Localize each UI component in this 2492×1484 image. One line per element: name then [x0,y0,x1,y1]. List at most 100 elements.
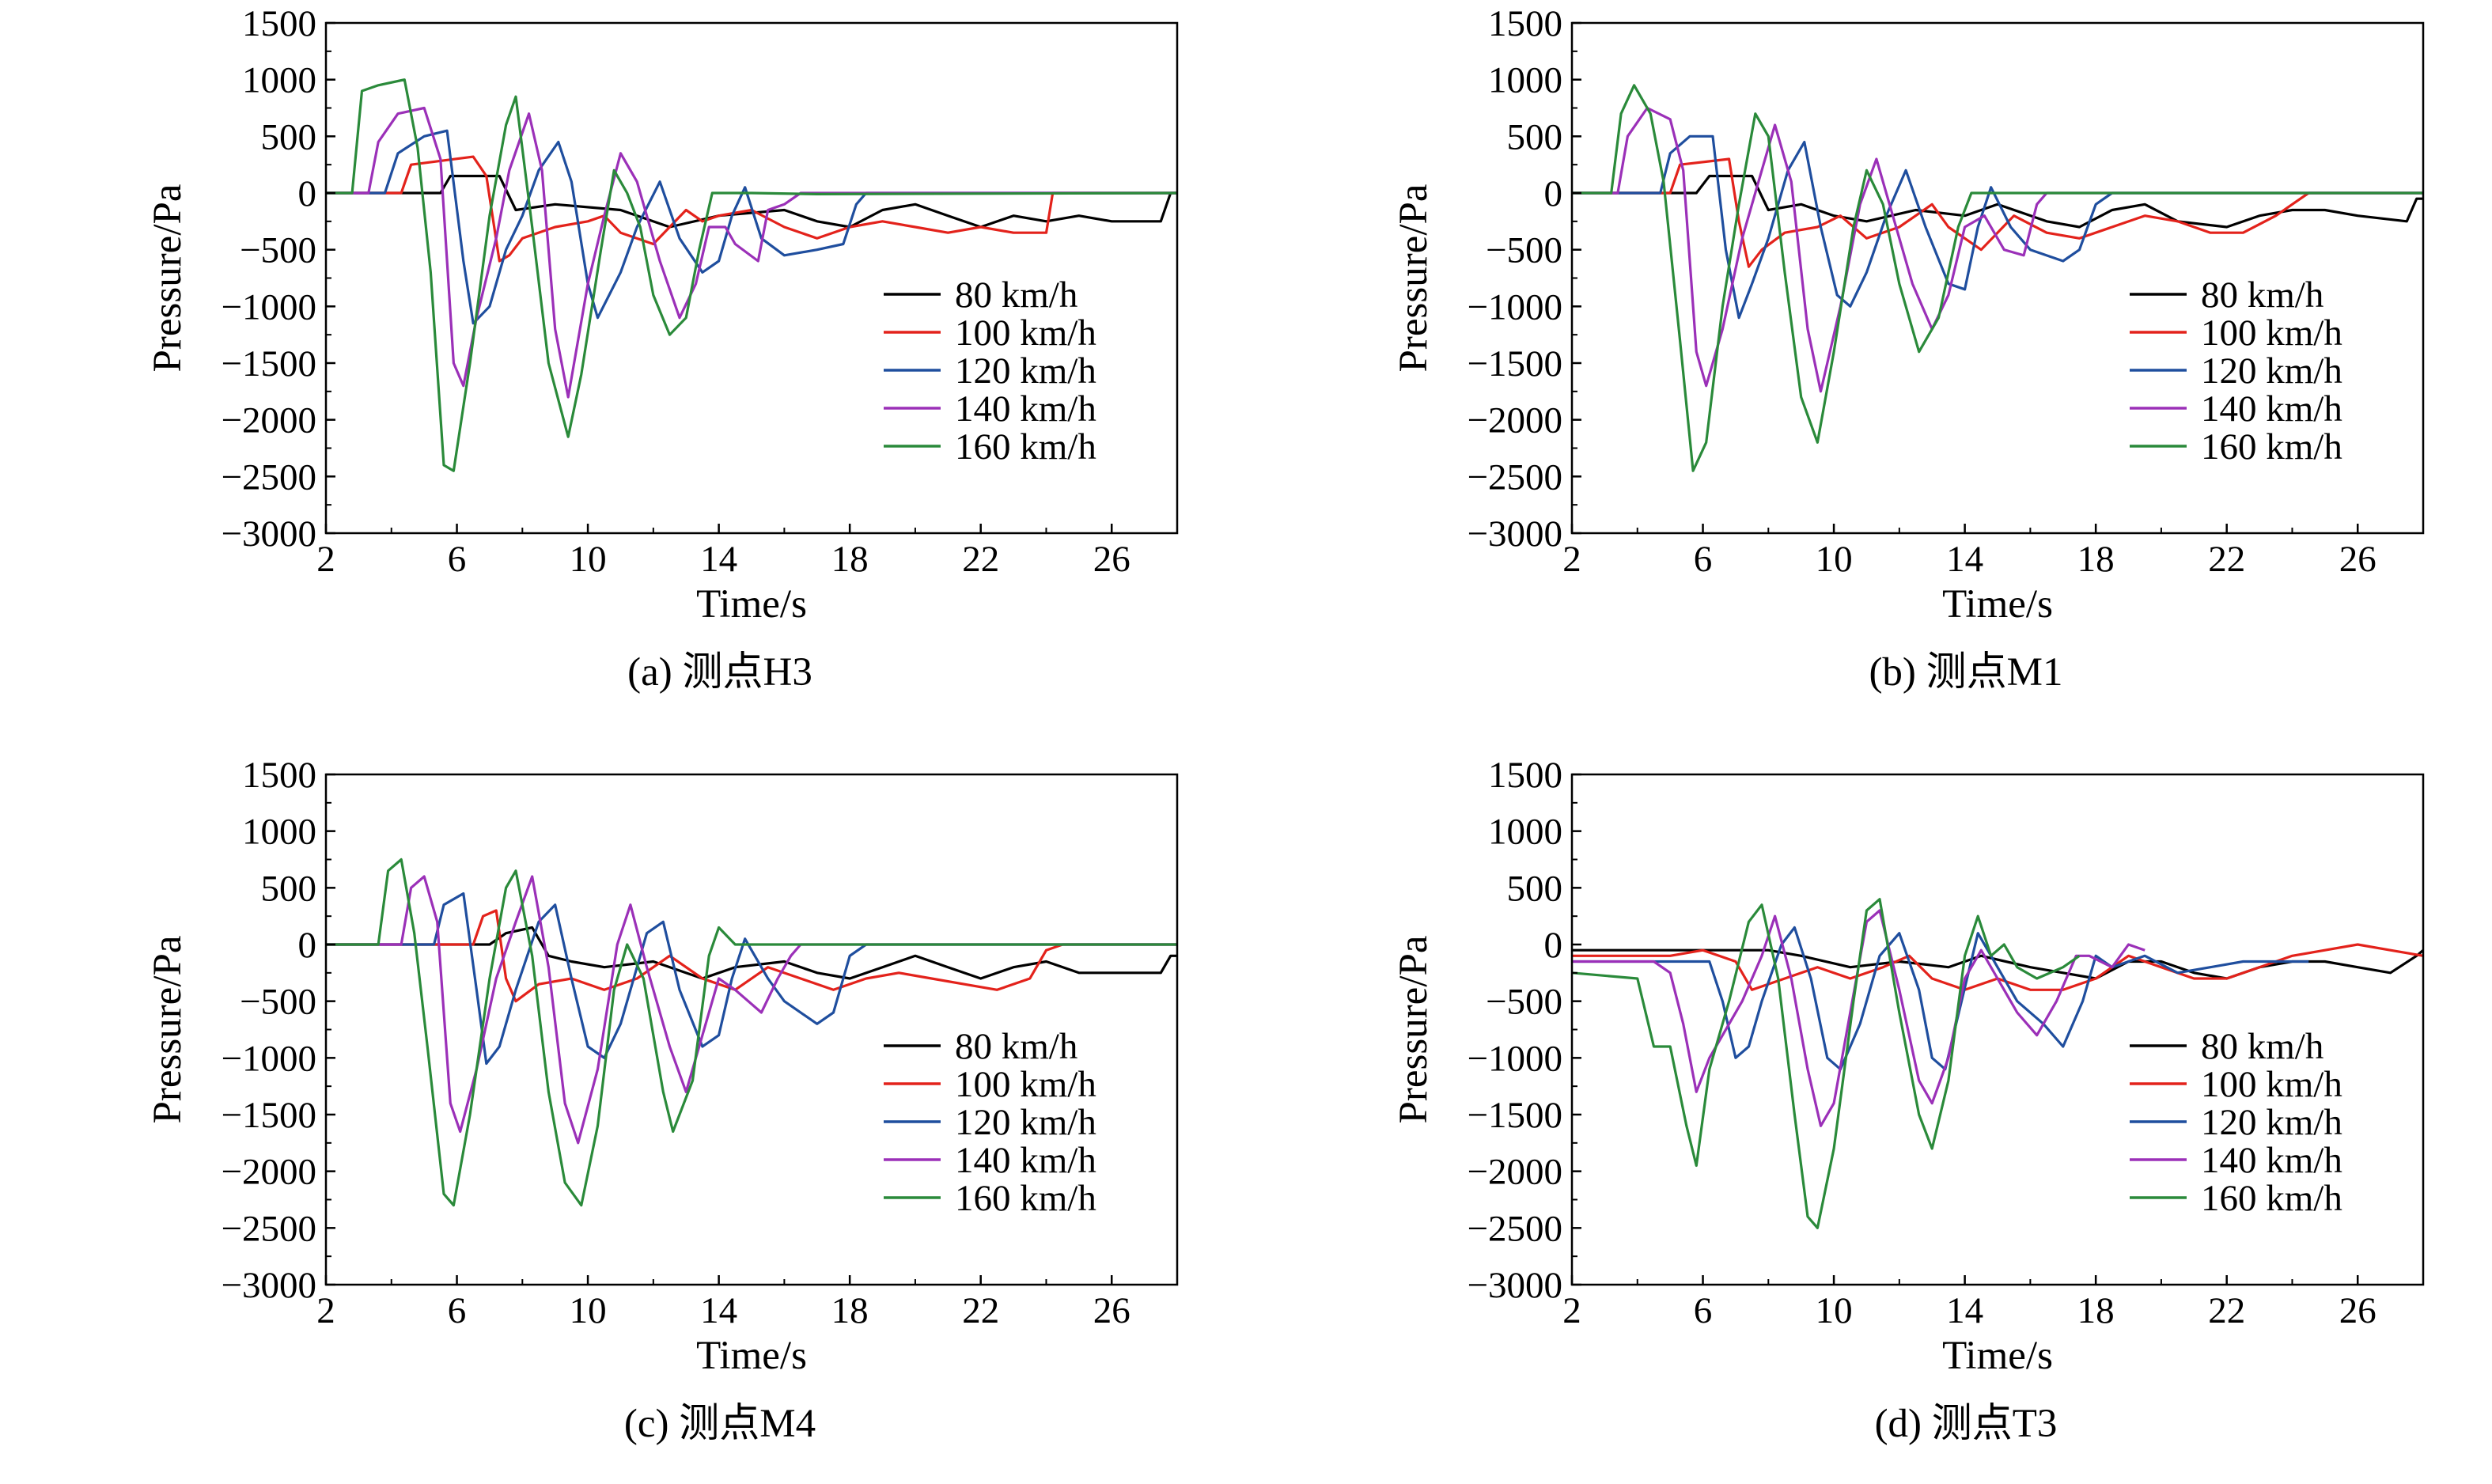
series-line-a-2 [326,129,1177,325]
x-tick-label-d: 26 [2339,1290,2376,1331]
y-tick-label-a: −500 [240,230,316,271]
x-tick-label-b: 10 [1816,539,1853,580]
y-tick-label-a: 1500 [242,3,316,44]
y-tick-label-b: 1000 [1488,60,1562,101]
y-tick-label-a: −1000 [221,286,316,327]
legend-label-a-2: 120 km/h [955,350,1096,392]
y-tick-label-d: 0 [1544,925,1563,966]
x-tick-label-d: 18 [2077,1290,2115,1331]
x-tick-label-a: 6 [448,539,467,580]
y-tick-label-a: −3000 [221,513,316,555]
y-tick-label-a: 0 [298,173,317,214]
y-tick-label-d: −2000 [1467,1152,1562,1193]
legend-label-a-3: 140 km/h [955,388,1096,430]
y-tick-label-b: −2000 [1467,400,1562,441]
x-tick-label-a: 22 [962,539,999,580]
y-tick-label-c: −1500 [221,1095,316,1136]
chart-panel-c: 1500 1000 500 0 −500 −1000 −1500 −2000 −2500 −300… [0,751,1246,1484]
y-tick-label-b: 0 [1544,173,1563,214]
y-tick-label-a: 500 [261,116,317,157]
x-tick-label-c: 6 [448,1290,467,1331]
series-line-a-4 [326,78,1177,472]
y-axis-label-a: Pressure/Pa [146,184,190,373]
chart-panel-b: 1500 1000 500 0 −500 −1000 −1500 −2000 −2500 −300… [1246,0,2492,733]
x-tick-label-b: 6 [1694,539,1713,580]
y-tick-label-d: 500 [1507,868,1563,909]
legend-label-a-0: 80 km/h [955,274,1077,316]
subplot-caption-b: (b) 测点M1 [1869,650,2062,695]
series-line-d-1 [1572,943,2423,991]
y-tick-label-c: −2000 [221,1152,316,1193]
y-axis-label-d: Pressure/Pa [1392,936,1436,1124]
chart-svg-d: 1500 1000 500 0 −500 −1000 −1500 −2000 −2500 −300… [1392,755,2425,1446]
series-line-c-0 [326,926,1177,980]
y-tick-label-c: −3000 [221,1265,316,1306]
subplot-caption-a: (a) 测点H3 [627,650,812,695]
legend-label-b-2: 120 km/h [2201,350,2342,392]
chart-svg-a: 1500 1000 500 0 −500 −1000 −1500 −2000 −2500 −300… [146,3,1179,695]
y-tick-label-b: 500 [1507,116,1563,157]
legend-label-b-3: 140 km/h [2201,388,2342,430]
x-tick-label-a: 10 [570,539,607,580]
x-tick-label-d: 2 [1562,1290,1581,1331]
y-tick-label-c: −500 [240,982,316,1023]
x-tick-label-d: 22 [2208,1290,2245,1331]
y-tick-label-d: −1500 [1467,1095,1562,1136]
y-tick-label-b: 1500 [1488,3,1562,44]
series-line-d-4 [1572,898,2081,1229]
x-tick-label-a: 2 [316,539,335,580]
x-tick-label-d: 10 [1816,1290,1853,1331]
y-tick-label-d: 1500 [1488,755,1562,796]
y-tick-label-d: −1000 [1467,1038,1562,1079]
y-tick-label-c: 500 [261,868,317,909]
legend-label-a-1: 100 km/h [955,312,1096,354]
y-axis-label-c: Pressure/Pa [146,936,190,1124]
x-tick-label-b: 14 [1946,539,1983,580]
chart-panel-a: 1500 1000 500 0 −500 −1000 −1500 −2000 −2500 −300… [0,0,1246,733]
series-line-c-1 [326,909,1177,1003]
x-tick-label-c: 22 [962,1290,999,1331]
legend-label-c-2: 120 km/h [955,1102,1096,1143]
legend-label-c-0: 80 km/h [955,1026,1077,1067]
series-line-b-0 [1572,174,2423,229]
y-tick-label-b: −3000 [1467,513,1562,555]
y-tick-label-c: −2500 [221,1208,316,1249]
x-tick-label-a: 14 [700,539,737,580]
y-tick-label-b: −1500 [1467,343,1562,384]
y-tick-label-c: 1000 [242,812,316,853]
y-tick-label-c: 0 [298,925,317,966]
series-line-d-3 [1572,909,2145,1127]
y-tick-label-a: −2000 [221,400,316,441]
legend-label-d-4: 160 km/h [2201,1178,2342,1219]
x-axis-label-d: Time/s [1942,1334,2053,1378]
x-tick-label-c: 14 [700,1290,737,1331]
chart-panel-d: 1500 1000 500 0 −500 −1000 −1500 −2000 −2500 −300… [1246,751,2492,1484]
subplot-caption-c: (c) 测点M4 [624,1402,816,1446]
legend-label-b-4: 160 km/h [2201,426,2342,468]
x-tick-label-b: 2 [1562,539,1581,580]
subplot-caption-d: (d) 测点T3 [1875,1402,2058,1446]
x-tick-label-a: 26 [1093,539,1130,580]
legend-label-b-0: 80 km/h [2201,274,2323,316]
x-tick-label-d: 6 [1694,1290,1713,1331]
y-tick-label-d: −3000 [1467,1265,1562,1306]
x-axis-label-b: Time/s [1942,582,2053,627]
y-tick-label-a: 1000 [242,60,316,101]
chart-svg-c: 1500 1000 500 0 −500 −1000 −1500 −2000 −2500 −300… [146,755,1179,1446]
legend-label-c-3: 140 km/h [955,1140,1096,1181]
x-tick-label-c: 26 [1093,1290,1130,1331]
y-tick-label-a: −1500 [221,343,316,384]
x-tick-label-b: 22 [2208,539,2245,580]
series-line-c-3 [326,875,1177,1145]
y-tick-label-d: 1000 [1488,812,1562,853]
x-tick-label-c: 10 [570,1290,607,1331]
x-axis-label-c: Time/s [696,1334,807,1378]
series-line-a-3 [326,106,1177,399]
legend-label-b-1: 100 km/h [2201,312,2342,354]
series-line-c-4 [326,857,1177,1207]
x-tick-label-d: 14 [1946,1290,1983,1331]
x-tick-label-b: 26 [2339,539,2376,580]
y-tick-label-d: −2500 [1467,1208,1562,1249]
x-tick-label-c: 18 [831,1290,869,1331]
legend-label-d-1: 100 km/h [2201,1064,2342,1105]
